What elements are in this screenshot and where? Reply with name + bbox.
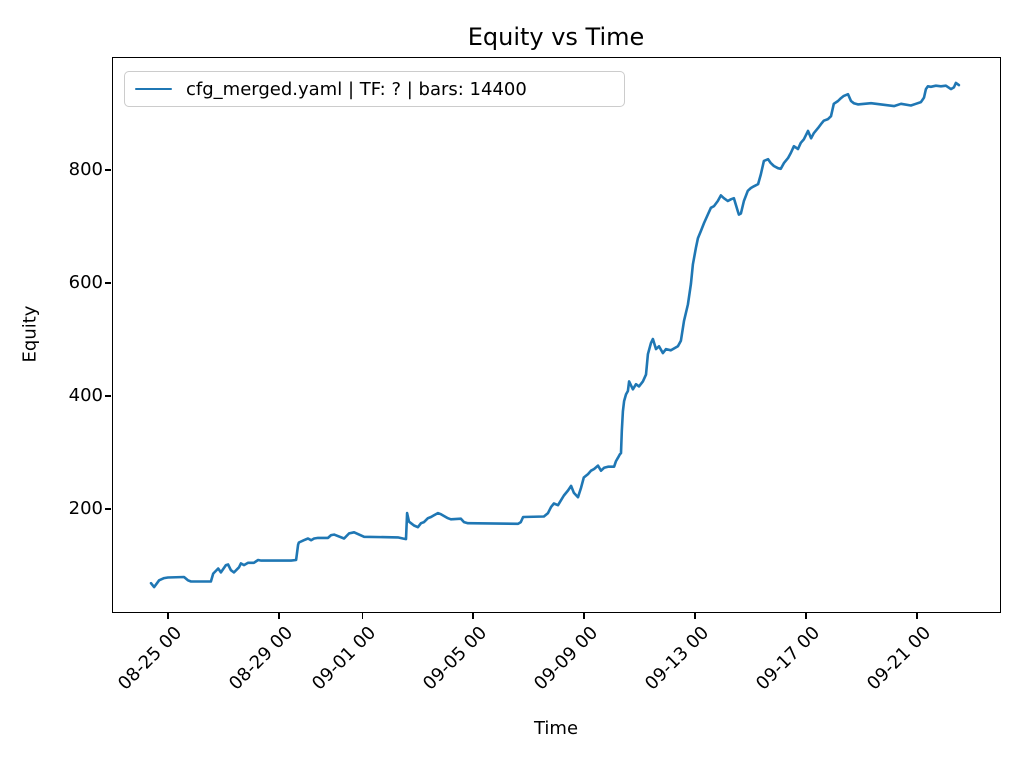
x-tick-label: 09-09 00 [530, 622, 603, 695]
plot-area [112, 57, 1001, 613]
y-tick-label: 400 [68, 385, 103, 407]
y-axis-label: Equity [19, 305, 41, 363]
legend-label: cfg_merged.yaml | TF: ? | bars: 14400 [186, 78, 527, 100]
y-tick-mark [105, 395, 111, 397]
x-tick-mark [583, 612, 585, 619]
x-tick-mark [278, 612, 280, 619]
equity-line [149, 81, 961, 589]
x-tick-label: 09-05 00 [419, 622, 492, 695]
x-tick-mark [916, 612, 918, 619]
x-tick-label: 09-21 00 [863, 622, 936, 695]
y-tick-mark [105, 169, 111, 171]
x-tick-mark [694, 612, 696, 619]
y-tick-label: 600 [68, 272, 103, 294]
legend-line-sample-icon [135, 87, 172, 91]
y-tick-label: 200 [68, 498, 103, 520]
x-tick-mark [472, 612, 474, 619]
legend: cfg_merged.yaml | TF: ? | bars: 14400 [124, 71, 625, 107]
x-tick-label: 08-29 00 [225, 622, 298, 695]
y-tick-label: 800 [68, 159, 103, 181]
x-tick-mark [805, 612, 807, 619]
y-tick-mark [105, 282, 111, 284]
x-tick-label: 09-13 00 [641, 622, 714, 695]
x-tick-label: 08-25 00 [114, 622, 187, 695]
x-tick-mark [361, 612, 363, 619]
chart-title: Equity vs Time [467, 23, 645, 51]
x-tick-label: 09-01 00 [308, 622, 381, 695]
y-tick-mark [105, 508, 111, 510]
x-tick-label: 09-17 00 [752, 622, 825, 695]
x-tick-mark [167, 612, 169, 619]
x-axis-label: Time [533, 718, 579, 739]
equity-line-svg [149, 81, 961, 589]
